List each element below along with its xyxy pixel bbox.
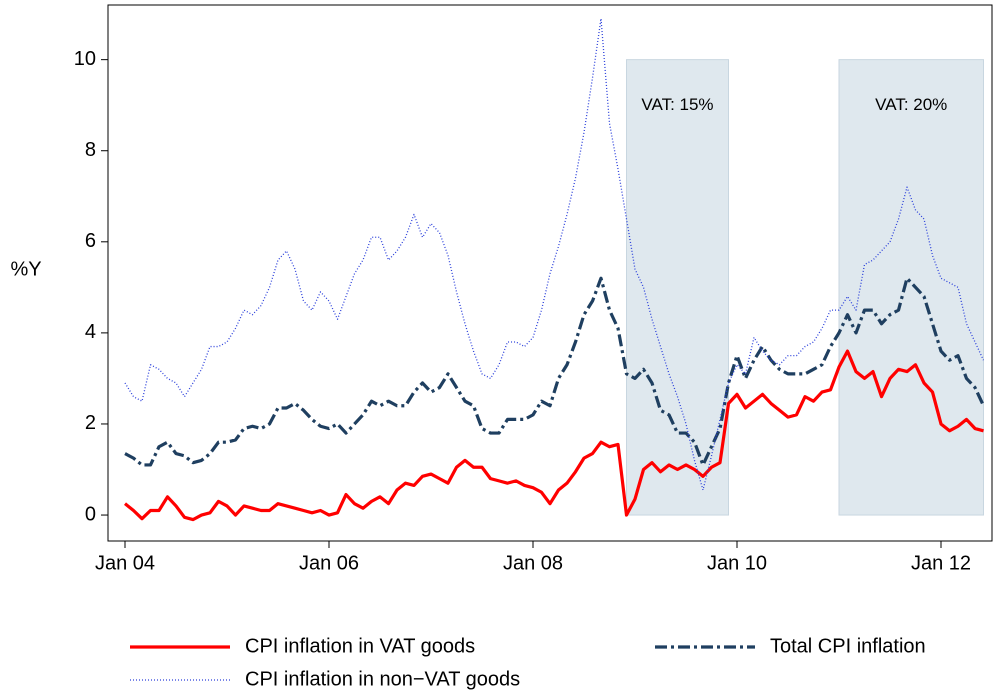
vat-label: VAT: 20% — [875, 95, 947, 114]
legend-label: Total CPI inflation — [770, 635, 926, 657]
x-tick-label: Jan 10 — [707, 552, 767, 574]
y-tick-label: 2 — [85, 412, 96, 434]
y-tick-label: 4 — [85, 321, 96, 343]
series-line — [124, 276, 985, 467]
series-line — [123, 349, 984, 522]
series-line — [124, 18, 985, 491]
vat-period-band — [838, 59, 984, 516]
x-tick-label: Jan 08 — [503, 552, 563, 574]
vat-period-band — [626, 59, 729, 516]
x-tick-label: Jan 06 — [299, 552, 359, 574]
legend-label: CPI inflation in VAT goods — [245, 635, 475, 657]
legend-label: CPI inflation in non−VAT goods — [245, 668, 520, 690]
y-tick-label: 0 — [85, 503, 96, 525]
vat-label: VAT: 15% — [641, 95, 713, 114]
x-tick-label: Jan 12 — [911, 552, 971, 574]
plot-frame — [107, 4, 993, 542]
y-axis-label: %Y — [10, 258, 41, 280]
x-tick-label: Jan 04 — [95, 552, 155, 574]
y-tick-label: 8 — [85, 139, 96, 161]
y-tick-label: 10 — [74, 48, 96, 70]
y-tick-label: 6 — [85, 230, 96, 252]
